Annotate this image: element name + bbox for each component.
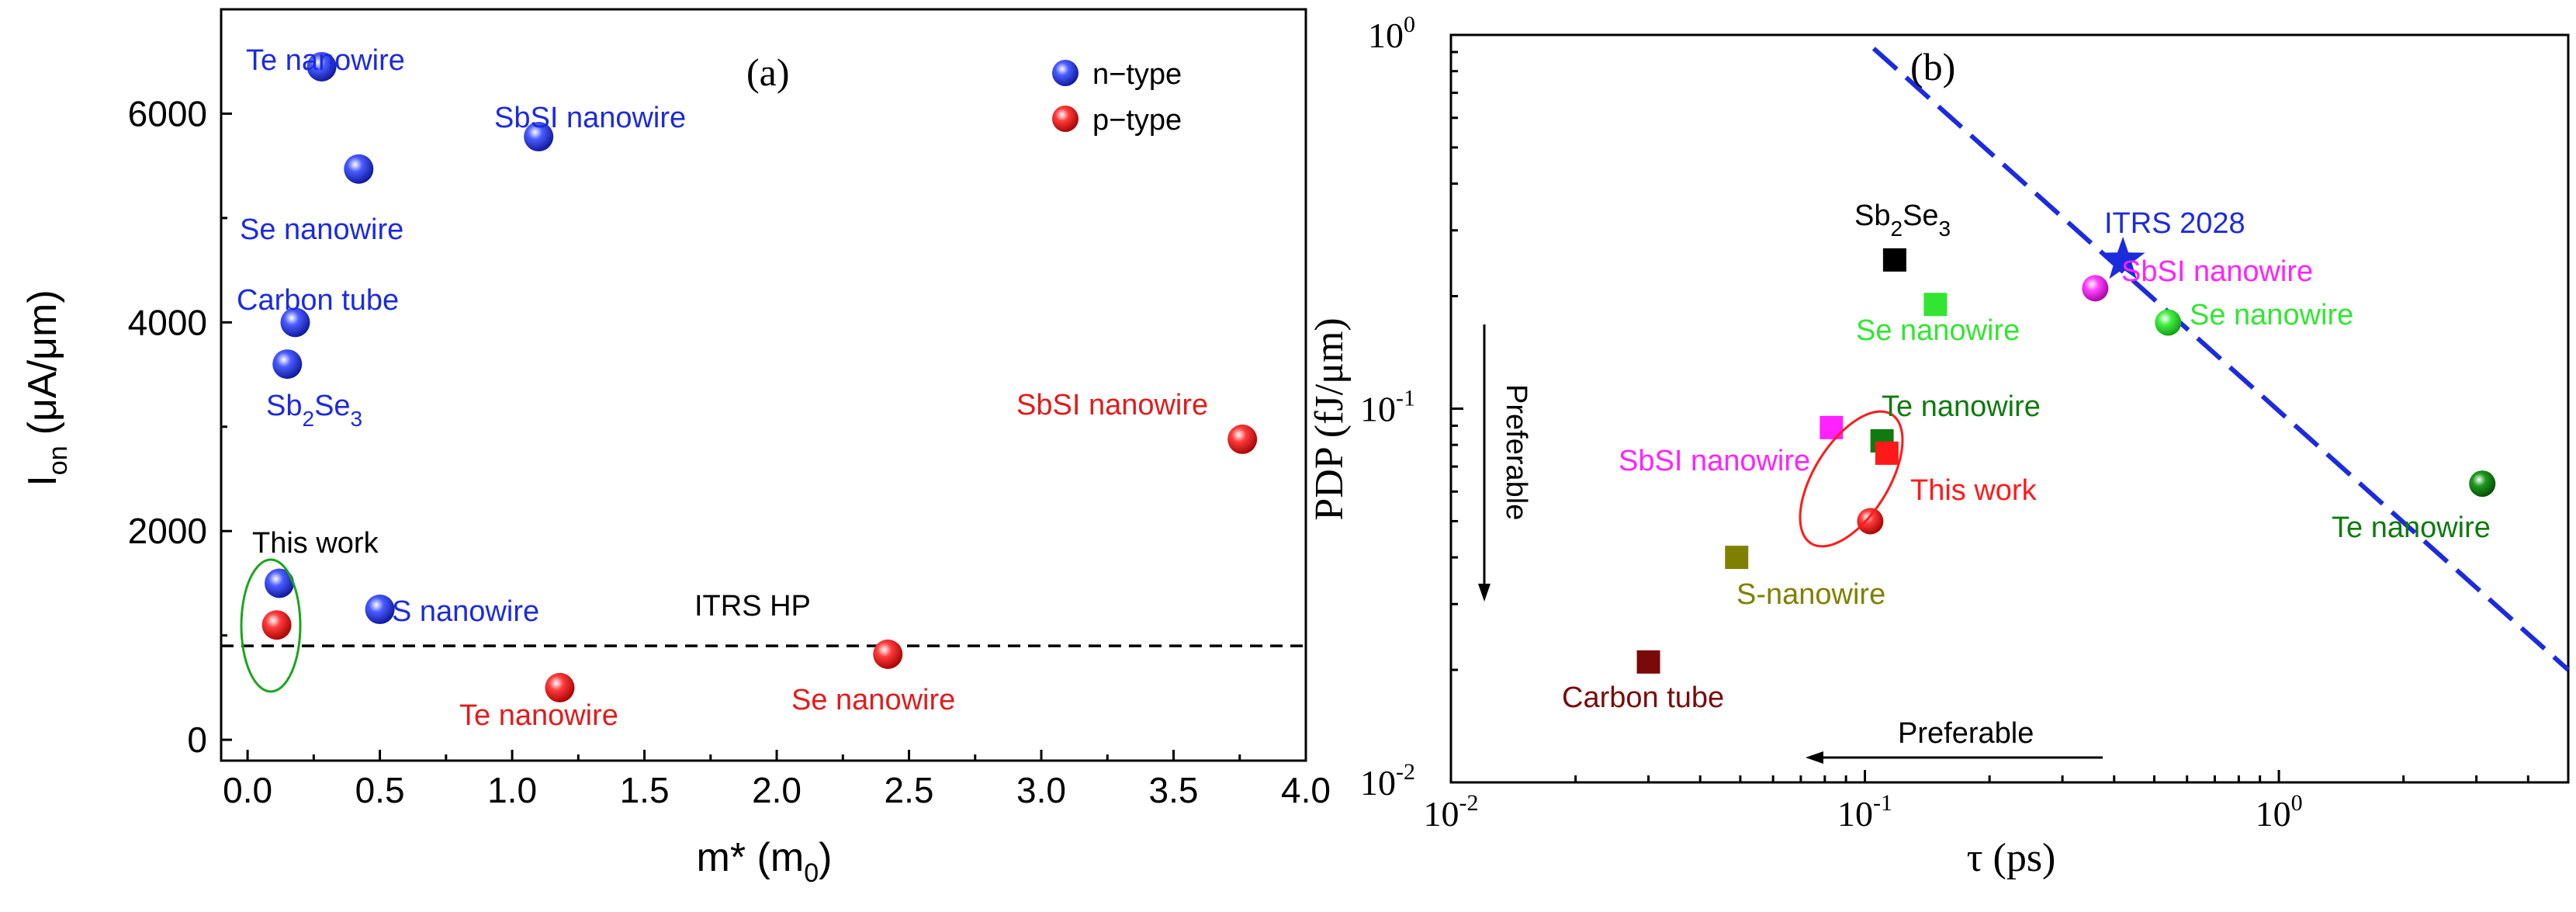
x-tick-label-a: 2.0 — [752, 770, 802, 810]
x-tick-label-a: 4.0 — [1281, 770, 1331, 810]
y-tick-label-b: 10-1 — [1360, 386, 1415, 429]
preferable-arrow-vertical: Preferable — [1478, 324, 1532, 602]
label-itrs-2028: ITRS 2028 — [2104, 207, 2245, 240]
x-tick-label-b: 10-2 — [1424, 790, 1479, 834]
y-tick-label-a: 0 — [187, 720, 207, 760]
label-this-work-a: This work — [252, 527, 379, 560]
label-sb2se3-b: Sb2Se3 — [1854, 199, 1951, 241]
point-n-type-te-nanowire — [306, 51, 337, 81]
panel-a: 0.0 0.5 1.0 1.5 2.0 2.5 3.0 3.5 4.0 0 2000 4000 6000… — [20, 8, 1331, 888]
x-tick-label-a: 3.0 — [1016, 770, 1066, 810]
x-axis-label-a: m* (m0) — [697, 835, 833, 888]
sphere-this-work — [1857, 508, 1884, 535]
legend-marker-p-type — [1052, 106, 1079, 132]
x-tick-label-a: 3.5 — [1149, 770, 1199, 810]
label-sbsi-nanowire-square: SbSI nanowire — [1619, 445, 1810, 477]
label-preferable-vertical: Preferable — [1500, 384, 1532, 520]
legend-marker-n-type — [1052, 60, 1079, 86]
legend: n−type p−type — [1052, 58, 1182, 137]
point-n-type-se-nanowire — [344, 154, 374, 184]
sphere-sbsi-nanowire — [2082, 275, 2109, 302]
x-tick-label-a: 0.5 — [355, 770, 405, 810]
y-tick-label-b: 10-2 — [1360, 759, 1415, 803]
y-axis-label-b: PDP (fJ/μm) — [1307, 317, 1352, 520]
plot-frame-a — [220, 8, 1307, 762]
preferable-arrow-horizontal: Preferable — [1806, 717, 2103, 764]
point-n-type-carbon-tube — [280, 307, 310, 338]
label-preferable-horizontal: Preferable — [1898, 717, 2034, 750]
point-n-type-s-nanowire — [365, 595, 395, 625]
label-this-work-b: This work — [1910, 474, 2038, 507]
label-te-nanowire-n: Te nanowire — [246, 44, 405, 77]
x-tick-label-a: 1.5 — [620, 770, 670, 810]
label-s-nanowire-n: S nanowire — [392, 595, 539, 628]
label-s-nanowire-square: S-nanowire — [1736, 578, 1885, 611]
point-p-type-sbsi-nanowire — [1227, 424, 1258, 454]
label-itrs-hp: ITRS HP — [694, 590, 811, 622]
label-sb2se3-n: Sb2Se3 — [266, 390, 362, 431]
square-sb2se3 — [1882, 248, 1906, 272]
square-sbsi-nanowire — [1819, 415, 1844, 439]
label-te-nanowire-sphere: Te nanowire — [2332, 511, 2491, 544]
label-te-nanowire-p: Te nanowire — [459, 699, 618, 732]
label-se-nanowire-sphere: Se nanowire — [2190, 299, 2353, 331]
x-tick-label-b: 100 — [2256, 790, 2303, 834]
axis-ticks-b: 10-2 10-1 100 10-2 10-1 100 — [1360, 12, 2570, 834]
this-work-highlight-b — [1799, 410, 1904, 548]
itrs-2028-dashed-line — [1871, 47, 2570, 672]
y-tick-label-a: 2000 — [128, 511, 207, 551]
legend-label-n-type: n−type — [1092, 58, 1182, 91]
square-carbon-tube — [1636, 650, 1660, 674]
label-sbsi-nanowire-sphere: SbSI nanowire — [2121, 255, 2313, 288]
this-work-highlight-a — [240, 558, 302, 693]
sphere-se-nanowire — [2155, 309, 2182, 336]
star-itrs-2028 — [2100, 236, 2145, 279]
y-tick-label-a: 4000 — [128, 302, 207, 342]
sphere-te-nanowire — [2469, 470, 2496, 498]
label-te-nanowire-square: Te nanowire — [1882, 390, 2041, 423]
x-tick-label-a: 2.5 — [885, 770, 934, 810]
label-sbsi-nanowire-p: SbSI nanowire — [1016, 389, 1208, 421]
square-this-work — [1875, 441, 1899, 465]
panel-b: 10-2 10-1 100 10-2 10-1 100 (b) Sb2Se3 ITRS 2… — [1307, 12, 2570, 880]
y-tick-label-b: 100 — [1368, 12, 1415, 55]
panel-label-b: (b) — [1910, 45, 1955, 88]
axis-ticks-a: 0.0 0.5 1.0 1.5 2.0 2.5 3.0 3.5 4.0 0 2000 4000 6000 — [128, 93, 1331, 810]
point-p-type-te-nanowire — [545, 672, 575, 702]
itrs-trend-line — [1871, 47, 2570, 672]
x-axis-label-b: τ (ps) — [1967, 836, 2056, 880]
square-se-nanowire — [1923, 293, 1948, 317]
data-points-b — [1636, 236, 2496, 674]
label-se-nanowire-p: Se nanowire — [791, 684, 955, 716]
point-n-type-this-work — [265, 568, 295, 598]
label-carbon-tube-square: Carbon tube — [1562, 681, 1724, 714]
point-n-type-sbsi-nanowire — [524, 122, 554, 152]
square-s-nanowire — [1725, 546, 1749, 570]
legend-label-p-type: p−type — [1092, 104, 1182, 137]
point-p-type-this-work — [261, 610, 292, 640]
label-carbon-tube-n: Carbon tube — [237, 284, 399, 317]
x-tick-label-a: 0.0 — [223, 770, 272, 810]
label-sbsi-nanowire-n: SbSI nanowire — [494, 102, 686, 134]
point-n-type-sb2se3 — [272, 349, 303, 380]
y-tick-label-a: 6000 — [128, 93, 207, 134]
label-se-nanowire-square: Se nanowire — [1856, 314, 2020, 347]
data-points-a — [261, 51, 1258, 702]
y-axis-label-a: Ion(μA/μm) — [20, 290, 73, 486]
point-p-type-se-nanowire — [873, 639, 903, 669]
label-se-nanowire-n: Se nanowire — [240, 213, 403, 246]
x-tick-label-b: 10-1 — [1837, 790, 1892, 834]
panel-label-a: (a) — [746, 50, 790, 94]
x-tick-label-a: 1.0 — [487, 770, 537, 810]
